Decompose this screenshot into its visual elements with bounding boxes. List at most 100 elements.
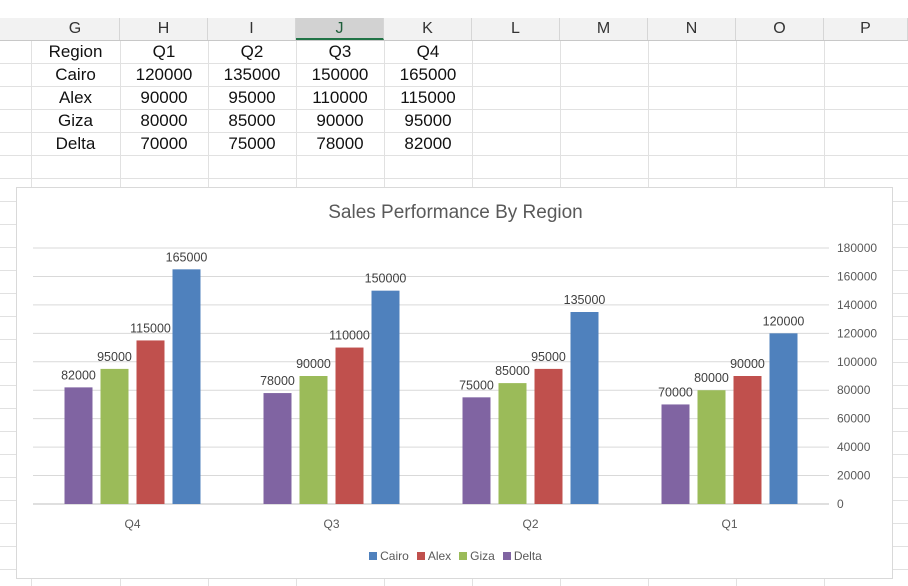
column-header-l[interactable]: L <box>472 18 560 40</box>
data-label: 82000 <box>61 368 96 382</box>
column-header-i[interactable]: I <box>208 18 296 40</box>
legend-label: Alex <box>427 548 452 563</box>
table-cell[interactable]: 90000 <box>316 111 364 130</box>
x-tick-label: Q2 <box>522 517 538 531</box>
table-cell[interactable]: 120000 <box>135 65 193 84</box>
column-header-o[interactable]: O <box>736 18 824 40</box>
x-tick-label: Q1 <box>721 517 737 531</box>
bar-alex-q1[interactable] <box>733 376 762 504</box>
legend-label: Cairo <box>380 548 409 563</box>
row-gridline <box>0 155 908 156</box>
y-tick-label: 20000 <box>837 469 871 483</box>
data-label: 120000 <box>763 314 805 328</box>
legend-item-delta[interactable]: Delta <box>502 548 542 563</box>
data-label: 115000 <box>130 321 171 335</box>
data-label: 80000 <box>694 371 729 385</box>
bar-alex-q3[interactable] <box>335 347 364 504</box>
bar-cairo-q4[interactable] <box>172 269 201 504</box>
column-header-g[interactable]: G <box>31 18 120 40</box>
data-label: 85000 <box>495 364 530 378</box>
bar-cairo-q2[interactable] <box>570 312 599 504</box>
table-header-cell[interactable]: Q4 <box>416 42 440 61</box>
table-header-cell[interactable]: Q3 <box>328 42 352 61</box>
table-header-cell[interactable]: Q2 <box>240 42 264 61</box>
y-tick-label: 80000 <box>837 383 871 397</box>
y-tick-label: 100000 <box>837 355 877 369</box>
table-cell[interactable]: 82000 <box>404 134 452 153</box>
legend-swatch <box>459 551 468 560</box>
data-label: 150000 <box>365 272 407 286</box>
data-label: 90000 <box>730 357 765 371</box>
table-cell[interactable]: 95000 <box>404 111 452 130</box>
data-label: 90000 <box>296 357 331 371</box>
table-cell[interactable]: 70000 <box>140 134 188 153</box>
legend-label: Delta <box>513 548 542 563</box>
table-cell[interactable]: 110000 <box>312 88 368 107</box>
legend-item-cairo[interactable]: Cairo <box>369 548 409 563</box>
legend-item-alex[interactable]: Alex <box>416 548 452 563</box>
bar-cairo-q1[interactable] <box>769 333 798 504</box>
data-label: 95000 <box>97 350 132 364</box>
column-header-h[interactable]: H <box>120 18 208 40</box>
table-header-cell[interactable]: Region <box>48 42 103 61</box>
y-tick-label: 120000 <box>837 326 877 340</box>
legend-label: Giza <box>470 548 495 563</box>
y-tick-label: 0 <box>837 497 844 511</box>
table-cell[interactable]: Delta <box>55 134 96 153</box>
bar-giza-q4[interactable] <box>100 368 129 504</box>
table-cell[interactable]: 75000 <box>228 134 276 153</box>
column-header-p[interactable]: P <box>824 18 908 40</box>
bar-giza-q2[interactable] <box>498 383 527 504</box>
chart-title[interactable]: Sales Performance By Region <box>328 202 583 223</box>
bar-alex-q4[interactable] <box>136 340 165 504</box>
table-cell[interactable]: 85000 <box>228 111 276 130</box>
legend-swatch <box>416 551 425 560</box>
table-cell[interactable]: 165000 <box>399 65 457 84</box>
data-label: 165000 <box>166 250 208 264</box>
chart-area[interactable]: Sales Performance By Region 0 20000 40000 6… <box>16 187 893 579</box>
legend-swatch <box>369 551 378 560</box>
table-cell[interactable]: 95000 <box>228 88 276 107</box>
column-header-m[interactable]: M <box>560 18 648 40</box>
data-label: 135000 <box>564 293 606 307</box>
chart-legend[interactable]: Cairo Alex Giza Delta <box>17 548 894 563</box>
row-gridline <box>0 178 908 179</box>
bar-cairo-q3[interactable] <box>371 290 400 504</box>
row-gridline <box>0 63 908 64</box>
legend-swatch <box>502 551 511 560</box>
row-gridline <box>0 109 908 110</box>
bar-giza-q3[interactable] <box>299 376 328 504</box>
table-header-cell[interactable]: Q1 <box>152 42 176 61</box>
bar-delta-q3[interactable] <box>263 393 292 504</box>
table-cell[interactable]: Giza <box>58 111 93 130</box>
x-tick-label: Q4 <box>124 517 140 531</box>
bar-delta-q4[interactable] <box>64 387 93 504</box>
row-gridline <box>0 86 908 87</box>
column-header-n[interactable]: N <box>648 18 736 40</box>
y-tick-label: 160000 <box>837 269 877 283</box>
table-cell[interactable]: 135000 <box>223 65 281 84</box>
table-cell[interactable]: Cairo <box>55 65 96 84</box>
bar-alex-q2[interactable] <box>534 368 563 504</box>
legend-item-giza[interactable]: Giza <box>459 548 495 563</box>
table-cell[interactable]: 78000 <box>316 134 364 153</box>
y-tick-label: 140000 <box>837 298 877 312</box>
bar-delta-q1[interactable] <box>661 404 690 504</box>
y-tick-label: 180000 <box>837 241 877 255</box>
column-header-k[interactable]: K <box>384 18 472 40</box>
table-cell[interactable]: 150000 <box>311 65 369 84</box>
data-label: 70000 <box>658 385 693 399</box>
table-cell[interactable]: Alex <box>58 88 93 107</box>
chart-plot[interactable]: 0 20000 40000 60000 80000 100000 120000 140000 1… <box>17 188 894 580</box>
table-cell[interactable]: 80000 <box>140 111 188 130</box>
bar-delta-q2[interactable] <box>462 397 491 504</box>
data-label: 78000 <box>260 374 295 388</box>
row-gridline <box>0 132 908 133</box>
bar-giza-q1[interactable] <box>697 390 726 504</box>
table-cell[interactable]: 90000 <box>140 88 188 107</box>
y-tick-label: 60000 <box>837 412 871 426</box>
column-header-j[interactable]: J <box>296 18 384 40</box>
table-cell[interactable]: 115000 <box>400 88 456 107</box>
toolbar-strip <box>0 0 908 18</box>
